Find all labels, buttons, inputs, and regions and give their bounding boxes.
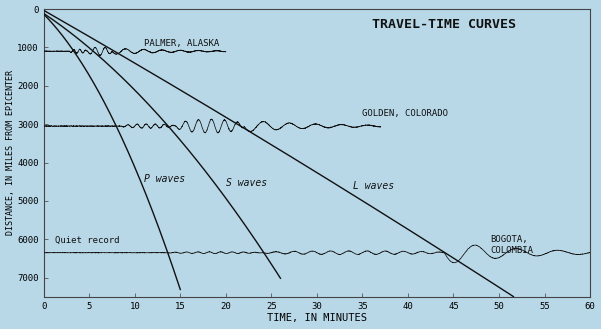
- Text: P waves: P waves: [144, 174, 185, 184]
- Text: TRAVEL-TIME CURVES: TRAVEL-TIME CURVES: [371, 18, 516, 31]
- Text: Quiet record: Quiet record: [55, 236, 119, 245]
- Text: GOLDEN, COLORADO: GOLDEN, COLORADO: [362, 110, 448, 118]
- Text: PALMER, ALASKA: PALMER, ALASKA: [144, 38, 219, 47]
- Text: BOGOTA,
COLOMBIA: BOGOTA, COLOMBIA: [490, 236, 533, 255]
- Y-axis label: DISTANCE, IN MILES FROM EPICENTER: DISTANCE, IN MILES FROM EPICENTER: [5, 70, 14, 236]
- Text: L waves: L waves: [353, 181, 394, 191]
- Text: S waves: S waves: [226, 178, 267, 188]
- X-axis label: TIME, IN MINUTES: TIME, IN MINUTES: [267, 314, 367, 323]
